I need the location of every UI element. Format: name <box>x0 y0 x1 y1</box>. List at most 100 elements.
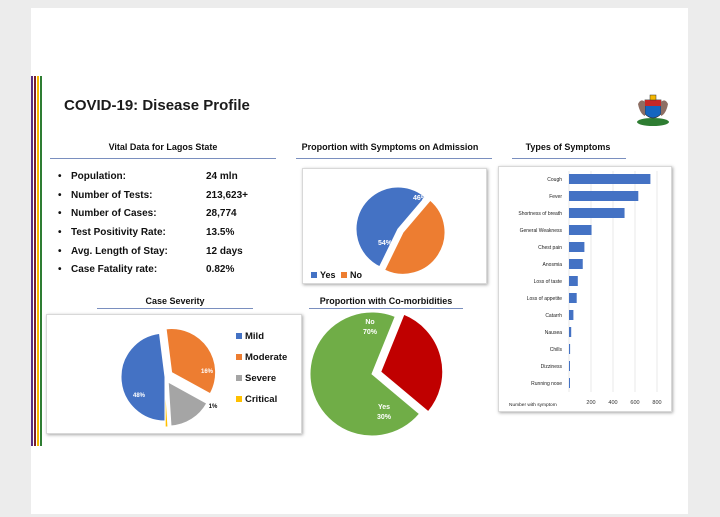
category-label-nausea: Nausea <box>545 330 562 336</box>
vital-row-population: • Population: <box>58 171 126 182</box>
pie-slice-no <box>309 312 421 437</box>
comorbidities-chart: No 70% Yes 30% <box>309 312 444 437</box>
pie-label-no-value: 70% <box>363 329 378 336</box>
vital-row-tests: • Number of Tests: <box>58 190 153 201</box>
bar-anosmia <box>569 259 583 269</box>
category-label-loss-of-taste: Loss of taste <box>534 279 563 285</box>
bar-dizziness <box>569 361 570 371</box>
pie-label-yes: Yes <box>378 404 390 411</box>
legend-label-yes: Yes <box>320 270 336 280</box>
bar-running-nose <box>569 378 570 388</box>
pie-slice-moderate <box>165 328 217 395</box>
legend-swatch-moderate <box>236 354 242 360</box>
legend-label-severe: Severe <box>245 373 276 384</box>
bar-general-weakness <box>569 225 592 235</box>
category-label-catarrh: Catarrh <box>545 313 562 319</box>
legend-swatch-no <box>341 272 347 278</box>
bullet-icon: • <box>58 227 62 238</box>
vital-row-positivity: • Test Positivity Rate: <box>58 227 166 238</box>
pie-label-mild: 48% <box>133 393 146 399</box>
bullet-icon: • <box>58 246 62 257</box>
bar-fever <box>569 191 639 201</box>
pie-slice-no <box>383 199 446 275</box>
vital-value-fatality: 0.82% <box>206 264 235 275</box>
types-of-symptoms-title: Types of Symptoms <box>525 142 611 152</box>
x-tick-label-800: 800 <box>652 400 661 406</box>
pie-label-yes: 54% <box>378 240 393 247</box>
bar-nausea <box>569 327 572 337</box>
category-label-loss-of-appetite: Loss of appetite <box>527 296 563 302</box>
legend-swatch-severe <box>236 375 242 381</box>
bar-chest-pain <box>569 242 585 252</box>
vital-label: Population: <box>71 171 126 182</box>
pie-label-moderate: 35% <box>168 325 181 331</box>
vital-row-fatality: • Case Fatality rate: <box>58 264 157 275</box>
vital-label: Test Positivity Rate: <box>71 227 166 238</box>
category-label-general-weakness: General Weakness <box>520 228 563 234</box>
category-label-chills: Chills <box>550 347 563 353</box>
types-of-symptoms-panel: 200 400 600 800 Cough Fever Shortness of breat… <box>498 166 672 412</box>
x-tick-label-200: 200 <box>586 400 595 406</box>
x-tick-label-600: 600 <box>630 400 639 406</box>
legend-label-no: No <box>350 270 362 280</box>
vital-data-heading: Vital Data for Lagos State <box>108 142 218 152</box>
vital-row-cases: • Number of Cases: <box>58 208 157 219</box>
pie-label-yes-value: 30% <box>377 414 392 421</box>
bar-loss-of-taste <box>569 276 578 286</box>
types-of-symptoms-underline <box>512 158 626 159</box>
legend-label-critical: Critical <box>245 394 277 405</box>
pie-slice-yes <box>355 186 426 268</box>
symptoms-admission-title: Proportion with Symptoms on Admission <box>301 142 479 152</box>
pie-slice-critical <box>164 382 169 428</box>
pie-label-severe: 16% <box>201 369 214 375</box>
x-axis-label: Number with symptom <box>509 402 557 408</box>
vital-value-positivity: 13.5% <box>206 227 235 238</box>
category-label-chest-pain: Chest pain <box>538 245 562 251</box>
stripe-green <box>40 76 42 446</box>
vital-label: Number of Tests: <box>71 190 153 201</box>
vital-label: Case Fatality rate: <box>71 264 158 275</box>
bar-cough <box>569 174 651 184</box>
symptoms-admission-underline <box>296 158 492 159</box>
comorbidities-title: Proportion with Co-morbidities <box>319 296 453 306</box>
bar-chills <box>569 344 571 354</box>
vital-value-cases: 28,774 <box>206 208 237 219</box>
pie-slice-severe <box>167 381 208 427</box>
symptoms-admission-chart: 54% 46% Yes No <box>311 186 446 280</box>
category-label-cough: Cough <box>547 177 562 183</box>
pie-slice-yes <box>380 313 444 413</box>
case-severity-title: Case Severity <box>145 296 205 306</box>
bar-catarrh <box>569 310 574 320</box>
category-label-fever: Fever <box>549 194 562 200</box>
symptoms-admission-panel: 54% 46% Yes No <box>302 168 487 284</box>
vital-row-length-of-stay: • Avg. Length of Stay: <box>58 246 168 257</box>
category-label-dizziness: Dizziness <box>541 364 563 370</box>
legend-swatch-critical <box>236 396 242 402</box>
bullet-icon: • <box>58 264 62 275</box>
bullet-icon: • <box>58 208 62 219</box>
pie-label-no: 46% <box>413 195 428 202</box>
legend-label-moderate: Moderate <box>245 352 287 363</box>
vital-label: Avg. Length of Stay: <box>71 246 168 257</box>
case-severity-underline <box>97 308 253 309</box>
case-severity-chart: 48% 35% 16% 1% Mild Moderate Severe Critical <box>120 325 287 428</box>
stripe-purple <box>31 76 33 446</box>
vital-label: Number of Cases: <box>71 208 157 219</box>
bullet-icon: • <box>58 171 62 182</box>
pie-label-critical: 1% <box>209 404 218 410</box>
comorbidities-underline <box>309 308 463 309</box>
legend-swatch-yes <box>311 272 317 278</box>
stripe-yellow <box>37 76 39 446</box>
vital-data-underline <box>50 158 276 159</box>
pie-slice-mild <box>120 332 166 422</box>
pie-label-no: No <box>365 319 374 326</box>
page-title: COVID-19: Disease Profile <box>64 97 250 114</box>
category-label-running-nose: Running nose <box>531 381 562 387</box>
bullet-icon: • <box>58 190 62 201</box>
coat-of-arms-icon <box>637 94 669 126</box>
vital-value-population: 24 mln <box>206 171 238 182</box>
bar-shortness-of-breath <box>569 208 625 218</box>
types-of-symptoms-chart: 200 400 600 800 Cough Fever Shortness of breat… <box>509 171 662 408</box>
legend-label-mild: Mild <box>245 331 264 342</box>
case-severity-panel: 48% 35% 16% 1% Mild Moderate Severe Critical <box>46 314 302 434</box>
